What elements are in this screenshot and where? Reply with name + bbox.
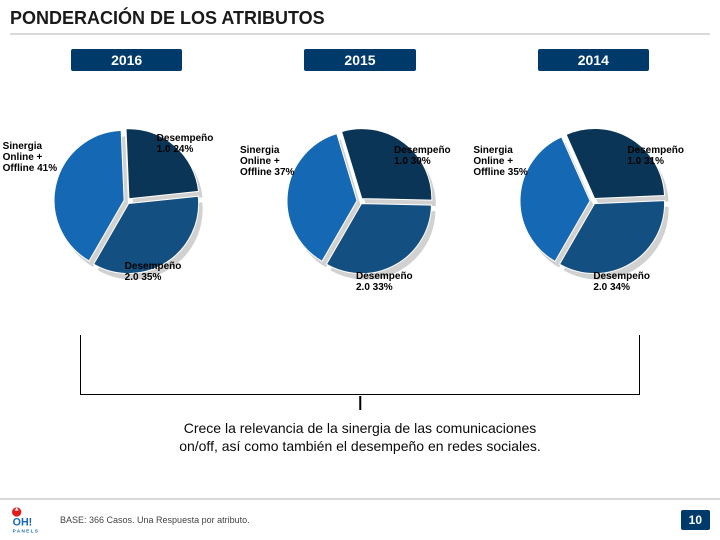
svg-text:OH!: OH! (13, 516, 33, 528)
chart-column: 2016 SinergiaOnline +Offline 41%Desempeño… (17, 49, 237, 301)
year-badge: 2015 (304, 49, 415, 71)
slice-label: Desempeño1.0 24% (157, 133, 214, 155)
year-badge: 2016 (71, 49, 182, 71)
insight-line-2: on/off, así como también el desempeño en… (179, 438, 541, 454)
slice-label: Desempeño2.0 33% (356, 271, 413, 293)
chart-column: 2015 SinergiaOnline +Offline 37%Desempeño… (250, 49, 470, 301)
slice-label: Desempeño2.0 34% (593, 271, 650, 293)
chart-column: 2014 SinergiaOnline +Offline 35%Desempeño… (483, 49, 703, 301)
svg-text:PANELS: PANELS (13, 529, 40, 534)
page-number: 10 (681, 510, 710, 530)
base-note: BASE: 366 Casos. Una Respuesta por atrib… (60, 515, 250, 525)
brand-logo: OH! PANELS (10, 505, 50, 535)
page-title: PONDERACIÓN DE LOS ATRIBUTOS (10, 8, 710, 35)
insight-text: Crece la relevancia de la sinergia de la… (0, 420, 720, 455)
connector-bracket (80, 335, 640, 395)
footer: OH! PANELS BASE: 366 Casos. Una Respuest… (0, 498, 720, 540)
slice-label: Desempeño1.0 31% (627, 145, 684, 167)
slice-label: SinergiaOnline +Offline 37% (240, 145, 294, 178)
charts-row: 2016SinergiaOnline +Offline 41%Desempeño… (0, 39, 720, 359)
slice-label: Desempeño1.0 30% (394, 145, 451, 167)
year-badge: 2014 (538, 49, 649, 71)
insight-line-1: Crece la relevancia de la sinergia de la… (184, 420, 537, 436)
pie-chart: SinergiaOnline +Offline 35%Desempeño1.0 … (493, 101, 693, 301)
pie-chart: SinergiaOnline +Offline 41%Desempeño1.0 … (27, 101, 227, 301)
slice-label: SinergiaOnline +Offline 35% (473, 145, 527, 178)
slice-label: SinergiaOnline +Offline 41% (3, 141, 57, 174)
slice-label: Desempeño2.0 35% (125, 261, 182, 283)
pie-chart: SinergiaOnline +Offline 37%Desempeño1.0 … (260, 101, 460, 301)
